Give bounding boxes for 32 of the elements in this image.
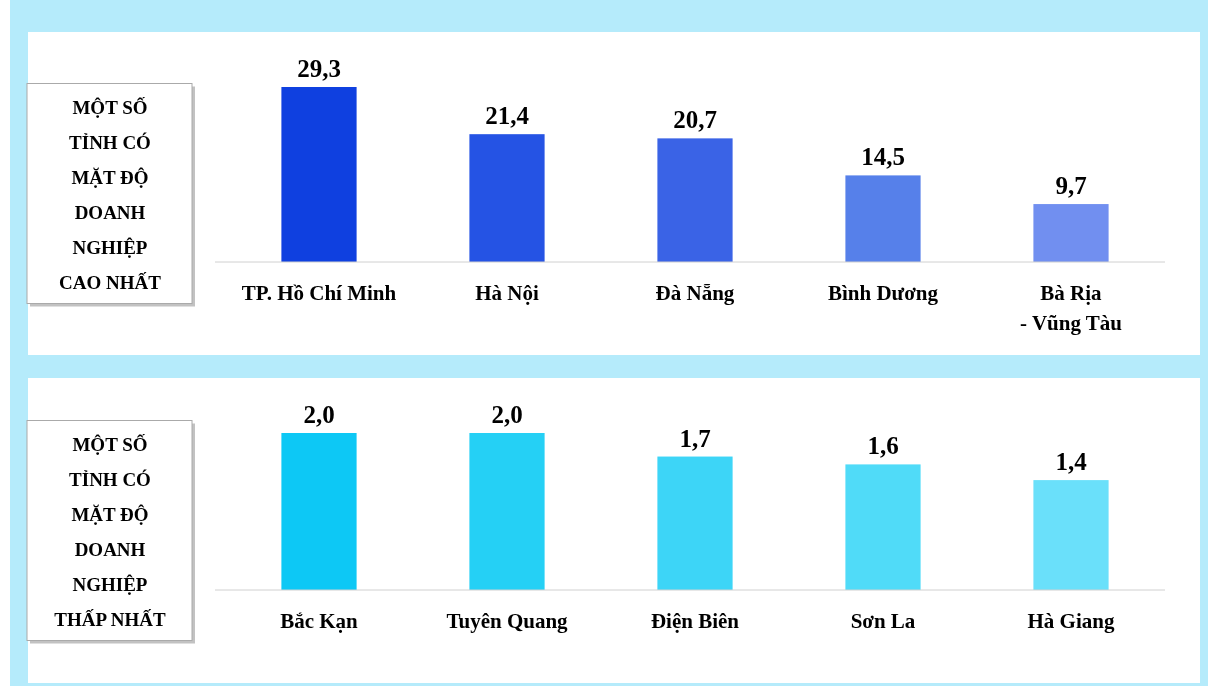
bar bbox=[657, 456, 733, 590]
bar bbox=[469, 134, 545, 262]
data-label: 14,5 bbox=[861, 143, 905, 171]
data-label: 2,0 bbox=[303, 401, 335, 428]
x-tick-label: Đà Nẵng bbox=[655, 281, 735, 305]
x-tick-label: Hà Nội bbox=[475, 281, 539, 305]
data-label: 21,4 bbox=[485, 102, 530, 130]
bar bbox=[657, 138, 733, 262]
data-label: 1,4 bbox=[1055, 448, 1088, 476]
x-tick-label: Bình Dương bbox=[827, 281, 939, 305]
x-tick-label: Tuyên Quang bbox=[446, 609, 569, 633]
x-tick-label: Bà Rịa - Vũng Tàu bbox=[1020, 281, 1123, 335]
x-tick-label: TP. Hồ Chí Minh bbox=[241, 281, 397, 305]
bar bbox=[281, 87, 357, 262]
x-tick-label: Sơn La bbox=[850, 609, 916, 633]
bar bbox=[469, 433, 545, 590]
bar bbox=[1033, 480, 1109, 590]
x-tick-label: Điện Biên bbox=[650, 609, 740, 633]
data-label: 20,7 bbox=[673, 106, 717, 134]
data-label: 1,6 bbox=[867, 432, 899, 460]
text: MỘT SỐ TỈNH CÓ MẶT ĐỘ DOANH NGHIỆP CAO NHẤT bbox=[59, 96, 162, 293]
bar bbox=[1033, 204, 1109, 262]
data-label: 29,3 bbox=[297, 55, 341, 82]
bar bbox=[845, 175, 921, 262]
data-label: 9,7 bbox=[1055, 172, 1087, 200]
bar bbox=[845, 464, 921, 590]
text: MỘT SỐ TỈNH CÓ MẶT ĐỘ DOANH NGHIỆP THẤP NHẤT bbox=[54, 433, 167, 630]
data-label: 1,7 bbox=[679, 424, 711, 452]
x-tick-label: Hà Giang bbox=[1027, 609, 1115, 633]
x-tick-label: Bắc Kạn bbox=[280, 609, 359, 633]
bar bbox=[281, 433, 357, 590]
data-label: 2,0 bbox=[491, 401, 523, 428]
